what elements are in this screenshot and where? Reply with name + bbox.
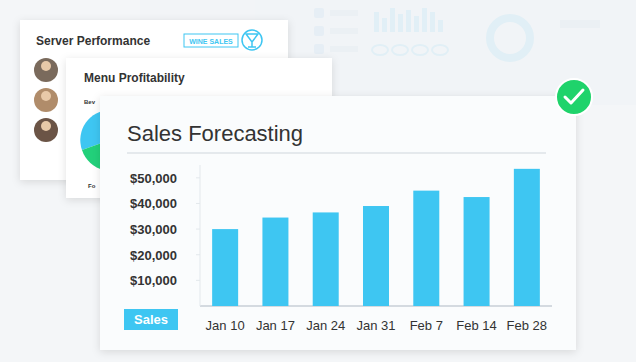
bg-cloud — [392, 45, 408, 55]
y-tick — [196, 254, 200, 255]
avatar — [34, 58, 58, 82]
bar — [212, 229, 238, 306]
wine-icon — [246, 34, 258, 47]
y-axis-line — [200, 165, 201, 306]
title-rule — [127, 153, 546, 154]
bg-icon — [314, 26, 324, 36]
wine-icon-ring — [242, 30, 262, 50]
avatar-face — [41, 121, 51, 131]
bg-icon — [314, 8, 324, 18]
bg-cloud — [432, 45, 448, 55]
card-title: Menu Profitability — [84, 71, 185, 85]
y-tick — [196, 280, 200, 281]
bg-bar — [374, 12, 379, 32]
y-tick — [196, 229, 200, 230]
y-tick-label: $10,000 — [130, 273, 177, 288]
chart-title: Sales Forecasting — [127, 121, 303, 146]
x-tick-label: Feb 7 — [410, 318, 443, 333]
y-tick-label: $20,000 — [130, 248, 177, 263]
bar — [464, 197, 490, 306]
bg-cloud — [412, 45, 428, 55]
bg-line — [560, 20, 600, 28]
badge-bg — [184, 34, 238, 47]
bar — [313, 212, 339, 306]
legend-label: Sales — [134, 312, 168, 327]
bg-icon — [314, 44, 324, 54]
legend-swatch — [124, 309, 178, 330]
y-tick-label: $30,000 — [130, 222, 177, 237]
avatar-face — [41, 61, 51, 71]
card-sales-forecasting: Sales Forecasting $10,000 $20,000 $30,000 $4… — [100, 96, 576, 350]
x-tick-label: Jan 10 — [206, 318, 245, 333]
bg-bar — [382, 18, 387, 32]
bg-line — [330, 46, 358, 52]
x-tick-label: Feb 28 — [507, 318, 547, 333]
x-tick-label: Jan 17 — [256, 318, 295, 333]
y-tick — [196, 177, 200, 178]
bg-bar — [390, 8, 395, 32]
bar — [514, 169, 540, 306]
check-mark — [565, 90, 583, 103]
canvas-root: Server Performance WINE SALES Menu Profita… — [0, 0, 636, 362]
bg-bar — [422, 8, 427, 32]
x-tick-label: Jan 24 — [306, 318, 345, 333]
bar — [413, 191, 439, 306]
card-title: Server Performance — [36, 34, 150, 48]
x-tick-label: Feb 14 — [456, 318, 496, 333]
check-badge — [556, 79, 592, 115]
bg-line — [330, 10, 358, 16]
y-tick-label: $40,000 — [130, 196, 177, 211]
avatar — [34, 88, 58, 112]
bg-bar — [430, 12, 435, 32]
pie-label: Bev — [84, 99, 96, 105]
badge-text: WINE SALES — [189, 38, 233, 45]
bg-bar — [398, 14, 403, 32]
y-tick-label: $50,000 — [130, 171, 177, 186]
bg-donut — [490, 18, 530, 58]
pie-label: Fo — [88, 183, 96, 189]
avatar — [34, 118, 58, 142]
bar — [262, 218, 288, 306]
avatar-face — [41, 91, 51, 101]
chart-svg: Server Performance WINE SALES Menu Profita… — [0, 0, 636, 362]
x-tick-label: Jan 31 — [356, 318, 395, 333]
bar — [363, 206, 389, 306]
bg-bar — [406, 10, 411, 32]
y-tick — [196, 203, 200, 204]
bg-cloud — [372, 45, 388, 55]
card-bg — [100, 96, 576, 350]
bars — [212, 169, 540, 306]
bg-line — [330, 28, 358, 34]
bg-bar — [438, 20, 443, 32]
bg-bar — [414, 16, 419, 32]
page: {"chart_data": {"type": "bar", "title": … — [0, 0, 636, 362]
